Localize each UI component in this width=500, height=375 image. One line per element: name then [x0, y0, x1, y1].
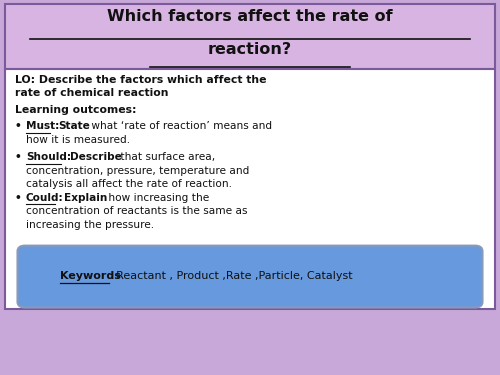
Text: reaction?: reaction?: [208, 42, 292, 57]
Text: increasing the pressure.: increasing the pressure.: [26, 220, 154, 230]
FancyBboxPatch shape: [18, 246, 482, 308]
Text: Must:: Must:: [26, 122, 60, 132]
Text: how it is measured.: how it is measured.: [26, 135, 130, 145]
Text: rate of chemical reaction: rate of chemical reaction: [15, 88, 169, 98]
Text: Explain: Explain: [64, 193, 108, 203]
Text: catalysis all affect the rate of reaction.: catalysis all affect the rate of reactio…: [26, 179, 232, 189]
Text: Could:: Could:: [26, 193, 64, 203]
Text: how increasing the: how increasing the: [105, 193, 210, 203]
Text: : Reactant , Product ,Rate ,Particle, Catalyst: : Reactant , Product ,Rate ,Particle, Ca…: [109, 272, 352, 281]
Text: Which factors affect the rate of: Which factors affect the rate of: [107, 9, 393, 24]
Text: Describe: Describe: [70, 152, 122, 162]
Text: Should:: Should:: [26, 152, 71, 162]
Text: what ‘rate of reaction’ means and: what ‘rate of reaction’ means and: [88, 122, 272, 132]
Text: Learning outcomes:: Learning outcomes:: [15, 105, 136, 115]
Text: •: •: [15, 152, 22, 162]
Text: that surface area,: that surface area,: [117, 152, 215, 162]
Text: concentration of reactants is the same as: concentration of reactants is the same a…: [26, 206, 248, 216]
Text: •: •: [15, 122, 22, 132]
FancyBboxPatch shape: [5, 4, 495, 69]
Text: Keywords: Keywords: [60, 272, 121, 281]
Text: concentration, pressure, temperature and: concentration, pressure, temperature and: [26, 166, 250, 176]
Text: State: State: [58, 122, 90, 132]
Text: LO: Describe the factors which affect the: LO: Describe the factors which affect th…: [15, 75, 266, 85]
FancyBboxPatch shape: [5, 69, 495, 309]
Text: •: •: [15, 193, 22, 203]
